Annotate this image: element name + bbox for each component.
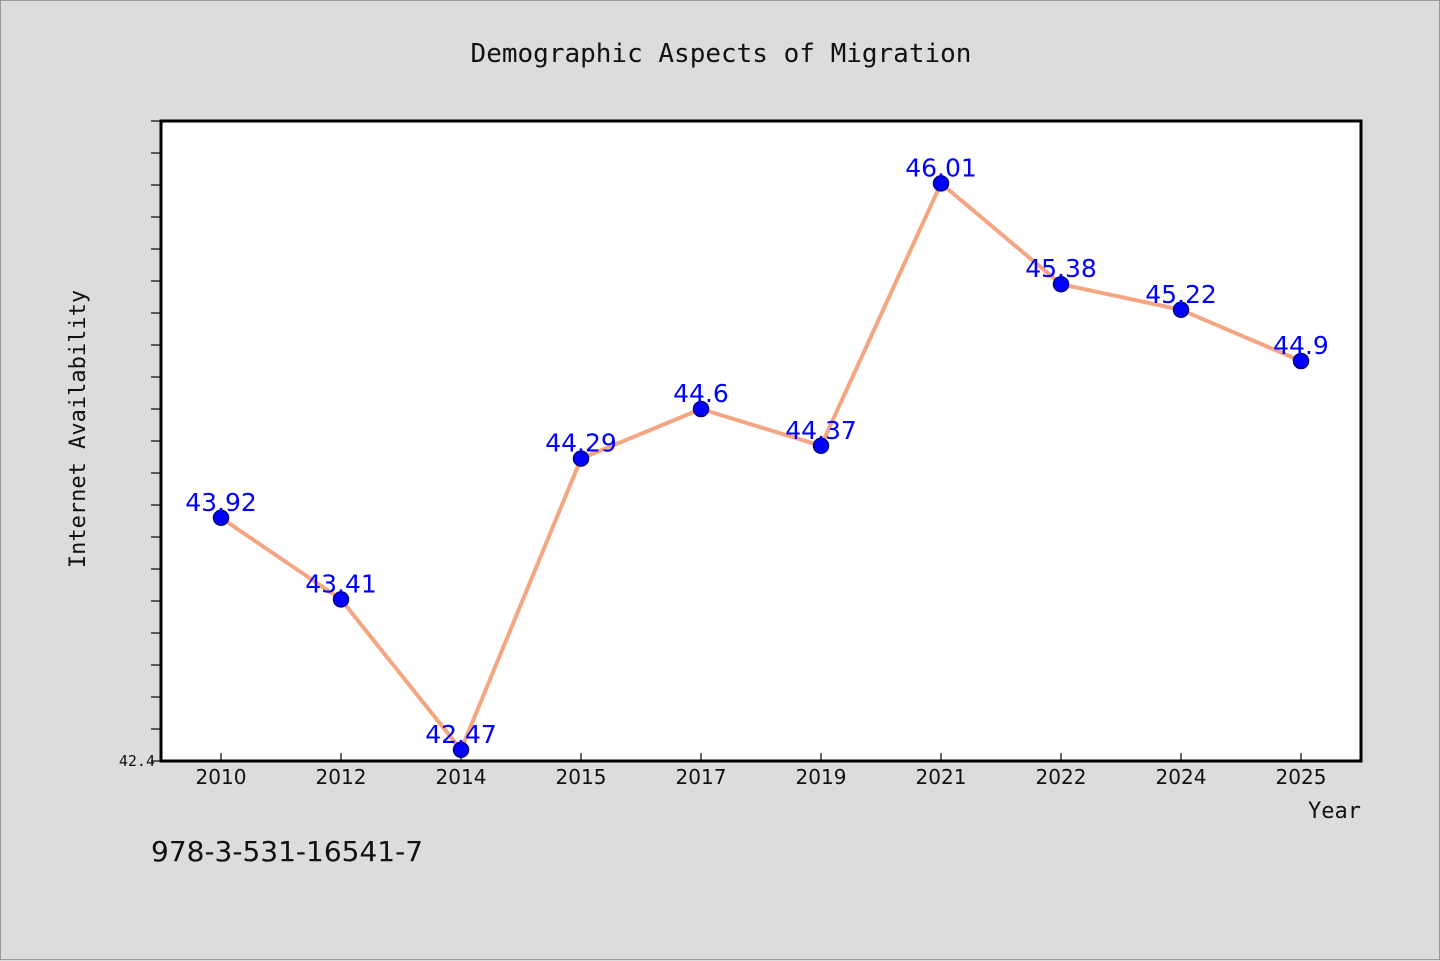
- series-line: [219, 181, 1302, 752]
- plot-area: [161, 121, 1361, 761]
- data-point: [572, 450, 590, 467]
- data-label: 44.9: [1273, 331, 1329, 360]
- data-label: 44.29: [545, 429, 617, 458]
- data-label: 46.01: [905, 153, 977, 182]
- data-point: [452, 741, 470, 759]
- x-tick-label: 2022: [1036, 765, 1087, 789]
- x-tick-label: 2024: [1156, 765, 1207, 789]
- chart-title: Demographic Aspects of Migration: [471, 39, 972, 69]
- x-tick-label: 2017: [676, 765, 727, 789]
- y-axis-ticks: 42.4: [119, 120, 161, 770]
- data-label: 44.37: [785, 416, 857, 445]
- x-tick-label: 2025: [1276, 765, 1327, 789]
- data-point: [1052, 275, 1070, 293]
- data-markers: [212, 175, 1310, 759]
- data-label: 42.47: [425, 720, 497, 749]
- y-tick-label: 42.4: [119, 752, 155, 770]
- x-axis-ticks: 2010 2012 2014 2015 2017 2019 2021 2022 2024 2025: [196, 753, 1327, 789]
- data-point: [692, 400, 710, 418]
- data-label: 43.92: [185, 488, 257, 517]
- x-tick-label: 2014: [436, 765, 487, 789]
- x-tick-label: 2021: [916, 765, 967, 789]
- data-label: 43.41: [305, 569, 377, 598]
- data-point: [1172, 301, 1190, 319]
- data-point: [1292, 352, 1310, 370]
- data-label: 45.22: [1145, 280, 1217, 309]
- data-label: 44.6: [673, 379, 729, 408]
- x-tick-label: 2019: [796, 765, 847, 789]
- data-point: [212, 509, 230, 527]
- plot-frame: [159, 119, 1363, 763]
- data-label: 45.38: [1025, 254, 1097, 283]
- data-labels: 43.92 43.41 42.47 44.29 44.6 44.37 46.01 45.38 4…: [185, 153, 1329, 748]
- data-point: [812, 437, 830, 455]
- x-axis-title: Year: [1308, 799, 1361, 824]
- x-tick-label: 2010: [196, 765, 247, 789]
- x-tick-label: 2015: [556, 765, 607, 789]
- y-axis-title: Internet Availability: [66, 290, 91, 568]
- x-tick-label: 2012: [316, 765, 367, 789]
- data-point: [932, 175, 950, 192]
- data-point: [332, 591, 350, 608]
- isbn-text: 978-3-531-16541-7: [151, 835, 424, 868]
